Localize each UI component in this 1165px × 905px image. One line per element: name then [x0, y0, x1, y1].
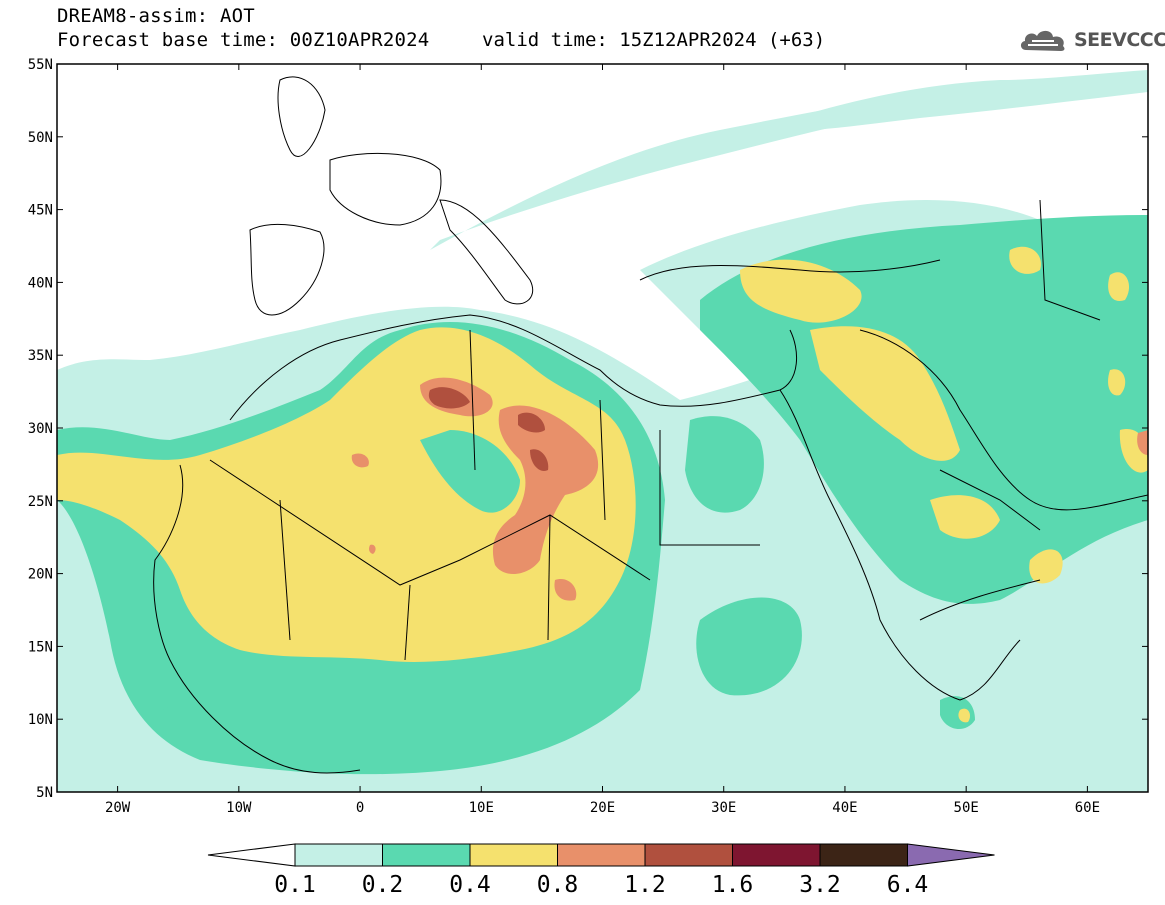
- aot-field: [57, 70, 1148, 792]
- seevccc-logo: SEEVCCC: [1018, 26, 1165, 54]
- lat-tick-label: 45N: [28, 203, 53, 219]
- lon-tick-label: 10E: [469, 800, 494, 816]
- colorbar-low-arrow: [207, 843, 296, 867]
- lon-tick-label: 0: [356, 800, 364, 816]
- lat-tick-label: 35N: [28, 348, 53, 364]
- lat-tick-label: 30N: [28, 421, 53, 437]
- lat-tick-label: 5N: [36, 785, 53, 801]
- forecast-base-time: Forecast base time: 00Z10APR2024: [57, 29, 430, 51]
- lat-tick-label: 10N: [28, 712, 53, 728]
- valid-time: valid time: 15Z12APR2024 (+63): [482, 29, 826, 51]
- colorbar-segment: [644, 843, 733, 867]
- lat-tick-label: 40N: [28, 275, 53, 291]
- colorbar-label: 6.4: [887, 872, 929, 898]
- lat-tick-label: 50N: [28, 130, 53, 146]
- colorbar-label: 0.2: [362, 872, 404, 898]
- lon-tick-label: 20W: [105, 800, 131, 816]
- lon-tick-label: 30E: [711, 800, 736, 816]
- colorbar-label: 1.2: [624, 872, 666, 898]
- colorbar: 0.1 0.2 0.4 0.8 1.2 1.6 3.2 6.4: [207, 843, 995, 898]
- lon-tick-label: 50E: [954, 800, 979, 816]
- lat-tick-label: 55N: [28, 57, 53, 73]
- lat-tick-label: 20N: [28, 567, 53, 583]
- lon-tick-label: 20E: [590, 800, 615, 816]
- colorbar-segment: [294, 843, 383, 867]
- colorbar-high-arrow: [907, 843, 995, 867]
- lon-tick-label: 60E: [1075, 800, 1100, 816]
- lon-tick-label: 10W: [226, 800, 252, 816]
- colorbar-label: 3.2: [799, 872, 841, 898]
- logo-text: SEEVCCC: [1074, 29, 1165, 51]
- cloud-logo-icon: [1020, 30, 1065, 51]
- colorbar-segment: [557, 843, 646, 867]
- lon-tick-label: 40E: [832, 800, 857, 816]
- lat-tick-label: 25N: [28, 494, 53, 510]
- colorbar-label: 0.8: [537, 872, 579, 898]
- colorbar-segment: [382, 843, 471, 867]
- latitude-axis: 55N 50N 45N 40N 35N 30N 25N 20N 15N 10N 5N: [28, 57, 1148, 801]
- colorbar-label: 1.6: [712, 872, 754, 898]
- colorbar-segment: [469, 843, 558, 867]
- colorbar-segment: [819, 843, 908, 867]
- colorbar-segment: [732, 843, 821, 867]
- colorbar-label: 0.1: [274, 872, 316, 898]
- lat-tick-label: 15N: [28, 639, 53, 655]
- map-title: DREAM8-assim: AOT: [57, 5, 255, 27]
- colorbar-label: 0.4: [449, 872, 491, 898]
- longitude-axis: 20W 10W 0 10E 20E 30E 40E 50E 60E: [105, 64, 1100, 816]
